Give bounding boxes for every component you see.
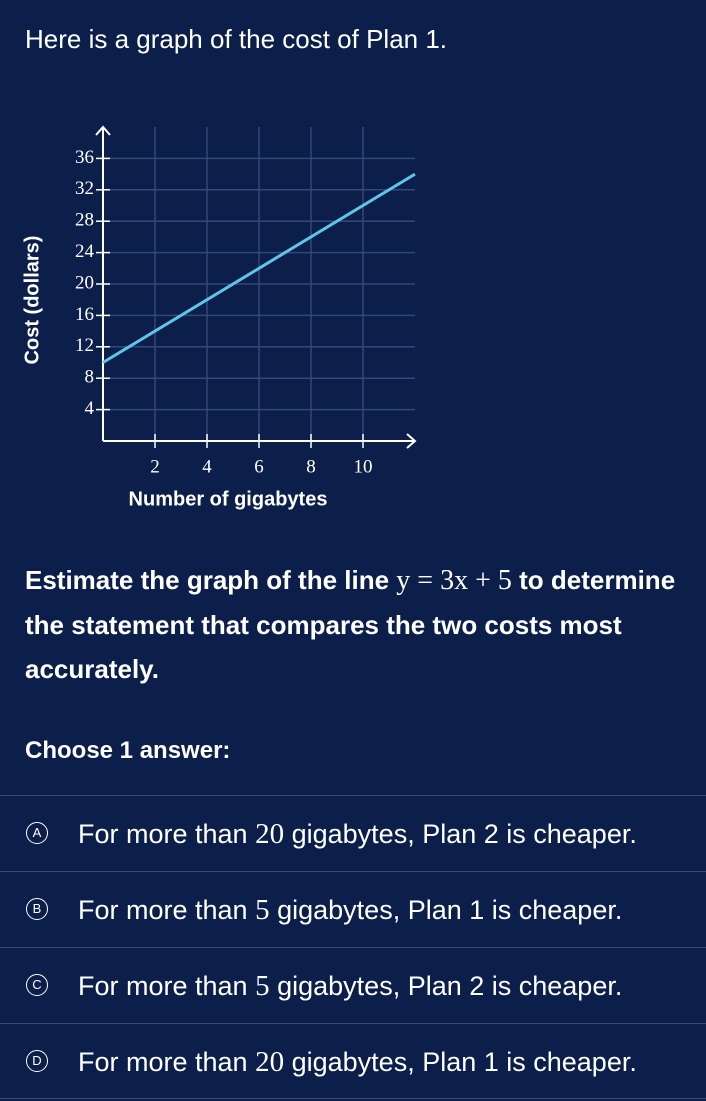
choice-text: For more than 5 gigabytes, Plan 2 is che… [78, 970, 622, 1003]
choice-text-part: gigabytes, Plan 2 is cheaper. [277, 971, 623, 1001]
answer-choice[interactable]: A For more than 20 gigabytes, Plan 2 is c… [0, 795, 706, 872]
y-tick-label: 24 [75, 241, 95, 262]
header-text: Here is a graph of the cost of Plan 1. [25, 24, 448, 54]
choice-letter: C [26, 974, 48, 996]
x-tick-label: 6 [254, 456, 264, 477]
choice-letter: D [26, 1050, 48, 1072]
choice-number: 20 [255, 818, 285, 850]
choice-number: 5 [255, 970, 270, 1002]
y-tick-label: 16 [75, 304, 94, 325]
divider [0, 1098, 706, 1099]
choice-text-part: For more than [78, 819, 248, 849]
answer-choice[interactable]: D For more than 20 gigabytes, Plan 1 is c… [0, 1023, 706, 1100]
equation: y = 3x + 5 [396, 565, 512, 596]
answer-choice[interactable]: C For more than 5 gigabytes, Plan 2 is ch… [0, 947, 706, 1024]
choice-text: For more than 20 gigabytes, Plan 2 is ch… [78, 818, 637, 851]
choice-letter: A [26, 822, 48, 844]
choice-letter: B [26, 898, 48, 920]
y-tick-label: 8 [85, 367, 95, 388]
y-tick-label: 4 [85, 398, 95, 419]
prompt: Choose 1 answer: [25, 737, 231, 764]
choice-text-part: gigabytes, Plan 1 is cheaper. [277, 895, 623, 925]
choice-text-part: For more than [78, 971, 248, 1001]
choice-number: 20 [255, 1046, 285, 1078]
x-tick-label: 8 [306, 456, 316, 477]
data-line [102, 172, 416, 364]
choice-number: 5 [255, 894, 270, 926]
question-text: to determine the statement that compares… [25, 565, 676, 684]
choice-text-part: gigabytes, Plan 1 is cheaper. [291, 1047, 637, 1077]
choice-text-part: For more than [78, 1047, 248, 1077]
choice-text-part: gigabytes, Plan 2 is cheaper. [291, 819, 637, 849]
axis-arrow [95, 125, 111, 136]
y-tick-label: 12 [75, 335, 94, 356]
x-axis-label: Number of gigabytes [129, 488, 328, 510]
choice-text-part: For more than [78, 895, 248, 925]
choice-text: For more than 5 gigabytes, Plan 1 is che… [78, 894, 622, 927]
choice-text: For more than 20 gigabytes, Plan 1 is ch… [78, 1046, 637, 1079]
y-tick-label: 28 [75, 210, 94, 231]
y-tick-label: 32 [75, 178, 94, 199]
y-tick-label: 36 [75, 147, 94, 168]
axis-arrow [406, 433, 417, 449]
question: Estimate the graph of the line y = 3x + … [25, 558, 690, 691]
x-tick-label: 4 [202, 456, 212, 477]
y-tick-label: 20 [75, 272, 94, 293]
question-text: Estimate the graph of the line [25, 565, 390, 595]
answer-choice[interactable]: B For more than 5 gigabytes, Plan 1 is ch… [0, 871, 706, 948]
x-tick-label: 10 [354, 456, 373, 477]
x-tick-label: 2 [150, 456, 160, 477]
y-axis-label: Cost (dollars) [21, 236, 43, 365]
